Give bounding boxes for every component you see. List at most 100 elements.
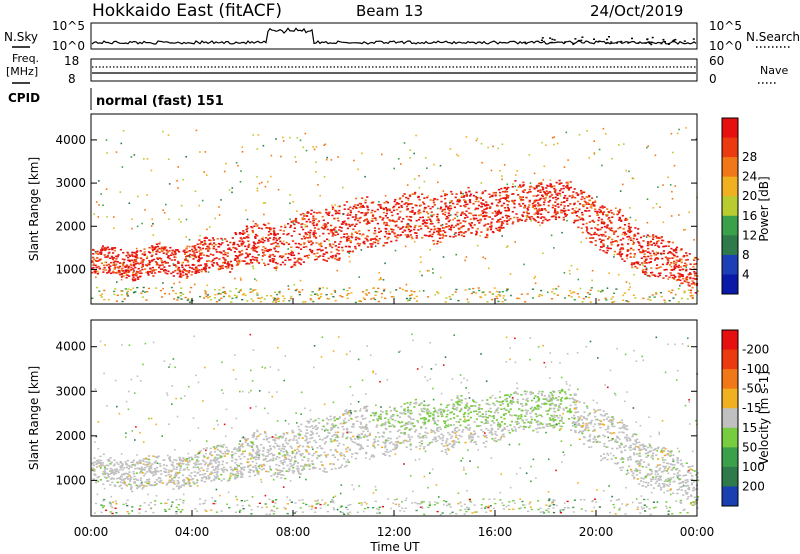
velocity-echo-cell bbox=[482, 434, 485, 437]
power-echo-cell bbox=[395, 220, 398, 223]
power-echo-cell bbox=[441, 237, 444, 239]
power-echo-cell bbox=[544, 192, 547, 194]
power-echo-cell bbox=[131, 278, 134, 280]
power-echo-cell bbox=[294, 156, 297, 158]
power-echo-cell bbox=[295, 288, 298, 291]
velocity-echo-cell bbox=[629, 458, 633, 461]
power-echo-cell bbox=[172, 263, 175, 265]
power-echo-cell bbox=[230, 268, 234, 270]
velocity-echo-cell bbox=[250, 445, 254, 447]
power-echo-cell bbox=[423, 221, 427, 224]
power-echo-cell bbox=[277, 251, 280, 253]
velocity-echo-cell bbox=[468, 435, 471, 437]
power-echo-cell bbox=[100, 252, 103, 254]
power-echo-cell bbox=[143, 253, 147, 256]
velocity-echo-cell bbox=[326, 423, 329, 425]
velocity-echo-cell bbox=[155, 479, 158, 481]
velocity-echo-cell bbox=[202, 454, 205, 457]
power-echo-cell bbox=[662, 277, 665, 279]
power-echo-cell bbox=[475, 139, 478, 142]
power-echo-cell bbox=[433, 225, 436, 228]
power-echo-cell bbox=[151, 249, 155, 251]
velocity-echo-cell bbox=[420, 408, 423, 410]
power-echo-cell bbox=[147, 272, 150, 274]
power-echo-cell bbox=[349, 260, 351, 263]
velocity-echo-cell bbox=[493, 422, 496, 424]
power-echo-cell bbox=[359, 203, 363, 205]
power-echo-cell bbox=[606, 249, 609, 252]
power-echo-cell bbox=[494, 215, 497, 217]
power-echo-cell bbox=[303, 215, 306, 217]
power-echo-cell bbox=[406, 208, 409, 211]
power-echo-cell bbox=[415, 204, 418, 207]
power-echo-cell bbox=[143, 248, 146, 250]
power-echo-cell bbox=[464, 205, 467, 208]
nsearch-dot bbox=[646, 38, 649, 41]
velocity-echo-cell bbox=[229, 466, 232, 468]
power-echo-cell bbox=[218, 292, 221, 295]
power-echo-cell bbox=[194, 190, 197, 193]
power-echo-cell bbox=[144, 264, 148, 266]
nsky-panel bbox=[90, 22, 698, 50]
power-echo-cell bbox=[497, 209, 501, 212]
power-echo-cell bbox=[122, 263, 125, 265]
power-echo-cell bbox=[206, 228, 208, 231]
power-echo-cell bbox=[409, 297, 412, 299]
power-echo-cell bbox=[222, 286, 225, 289]
power-echo-cell bbox=[457, 233, 460, 236]
power-echo-cell bbox=[409, 211, 412, 213]
velocity-echo-cell bbox=[529, 391, 532, 393]
power-echo-cell bbox=[483, 208, 486, 211]
power-echo-cell bbox=[192, 245, 195, 248]
power-echo-cell bbox=[670, 252, 673, 254]
velocity-echo-cell bbox=[331, 435, 334, 438]
velocity-echo-cell bbox=[629, 455, 632, 458]
velocity-echo-cell bbox=[574, 431, 577, 434]
power-echo-cell bbox=[238, 262, 240, 265]
power-echo-cell bbox=[343, 204, 346, 206]
velocity-echo-cell bbox=[552, 420, 555, 423]
velocity-echo-cell bbox=[665, 465, 668, 468]
velocity-echo-cell bbox=[133, 463, 136, 466]
power-echo-cell bbox=[348, 252, 351, 254]
velocity-echo-cell bbox=[113, 484, 116, 486]
power-echo-cell bbox=[504, 209, 507, 212]
power-echo-cell bbox=[187, 264, 190, 267]
power-echo-cell bbox=[156, 257, 159, 259]
velocity-echo-cell bbox=[266, 451, 269, 454]
power-echo-cell bbox=[251, 262, 254, 264]
power-echo-cell bbox=[282, 233, 285, 235]
velocity-echo-cell bbox=[662, 461, 665, 464]
velocity-echo-cell bbox=[345, 427, 349, 430]
power-echo-cell bbox=[256, 235, 259, 237]
power-echo-cell bbox=[251, 231, 255, 234]
power-echo-cell bbox=[246, 300, 249, 302]
power-echo-cell bbox=[607, 247, 610, 250]
power-echo-cell bbox=[110, 255, 114, 258]
power-echo-cell bbox=[164, 262, 167, 264]
power-echo-cell bbox=[296, 210, 298, 212]
power-echo-cell bbox=[178, 218, 180, 221]
power-echo-cell bbox=[421, 274, 423, 277]
velocity-echo-cell bbox=[147, 480, 150, 483]
power-echo-cell bbox=[269, 254, 272, 256]
power-echo-cell bbox=[638, 242, 641, 244]
velocity-echo-cell bbox=[667, 462, 670, 465]
velocity-echo-cell bbox=[553, 404, 556, 406]
power-echo-cell bbox=[660, 295, 663, 298]
power-echo-cell bbox=[98, 267, 101, 270]
velocity-echo-cell bbox=[336, 458, 340, 461]
power-echo-cell bbox=[505, 194, 508, 196]
power-echo-cell bbox=[163, 292, 167, 295]
power-echo-cell bbox=[307, 231, 310, 234]
power-echo-cell bbox=[481, 210, 484, 212]
power-echo-cell bbox=[152, 234, 155, 236]
power-echo-cell bbox=[392, 296, 395, 298]
power-echo-cell bbox=[330, 224, 333, 227]
power-echo-cell bbox=[592, 201, 595, 204]
velocity-echo-cell bbox=[628, 465, 631, 468]
power-echo-cell bbox=[253, 242, 256, 245]
velocity-echo-cell bbox=[97, 459, 100, 461]
velocity-echo-cell bbox=[117, 477, 121, 479]
velocity-echo-cell bbox=[445, 444, 448, 447]
